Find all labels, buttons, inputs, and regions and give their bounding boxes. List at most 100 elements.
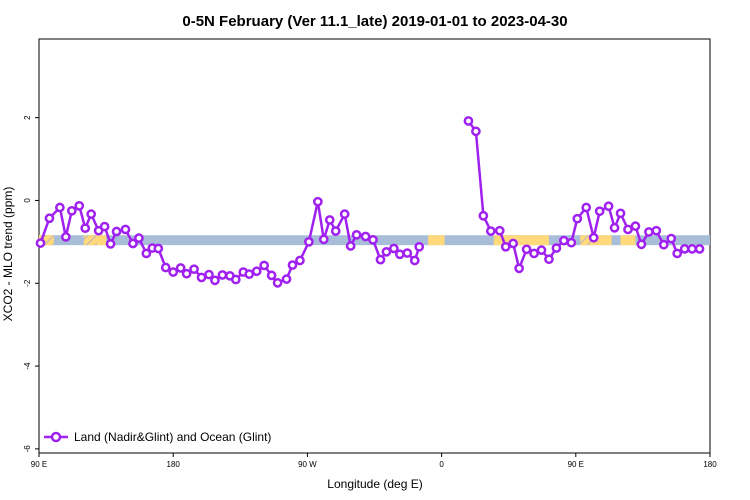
data-point-53 — [409, 255, 420, 266]
data-point-32 — [259, 260, 270, 271]
data-point-6 — [80, 223, 91, 234]
y-tick-label-1: 0 — [23, 198, 32, 203]
data-point-46 — [360, 231, 371, 242]
chart-title: 0-5N February (Ver 11.1_late) 2019-01-01… — [182, 13, 567, 30]
data-point-63 — [521, 244, 532, 255]
data-point-5 — [74, 200, 85, 211]
mixed-band-2 — [580, 235, 593, 246]
data-point-23 — [196, 272, 207, 283]
data-point-75 — [609, 222, 620, 233]
x-tick-label-2: 90 W — [298, 460, 317, 469]
data-point-30 — [244, 269, 255, 280]
x-tick-label-4: 90 E — [568, 460, 584, 469]
data-point-33 — [266, 270, 277, 281]
data-point-70 — [572, 213, 583, 224]
data-point-65 — [536, 245, 547, 255]
y-tick-label-2: -2 — [23, 279, 32, 287]
data-point-38 — [304, 237, 314, 247]
data-point-85 — [679, 244, 690, 254]
data-point-36 — [287, 260, 298, 270]
data-point-25 — [210, 275, 220, 286]
data-point-43 — [339, 209, 350, 219]
x-tick-label-0: 90 E — [31, 460, 47, 469]
data-point-37 — [295, 255, 305, 266]
x-tick-label-5: 180 — [703, 460, 717, 469]
data-point-60 — [500, 241, 511, 252]
data-point-78 — [630, 221, 641, 231]
land-band-2 — [428, 235, 445, 246]
data-point-69 — [566, 237, 577, 248]
data-point-82 — [658, 239, 669, 250]
data-point-54 — [414, 241, 425, 252]
data-point-58 — [485, 226, 496, 236]
x-axis-label: Longitude (deg E) — [327, 477, 422, 491]
data-point-48 — [375, 254, 386, 265]
data-point-84 — [672, 248, 683, 259]
data-point-51 — [394, 249, 405, 260]
data-point-26 — [217, 270, 228, 280]
data-point-7 — [86, 209, 97, 219]
y-axis-label: XCO2 - MLO trend (ppm) — [1, 187, 15, 322]
data-point-80 — [644, 227, 654, 237]
data-point-76 — [615, 208, 626, 219]
data-point-86 — [687, 244, 697, 254]
data-point-72 — [588, 232, 599, 243]
data-point-20 — [175, 263, 186, 273]
data-point-44 — [345, 241, 356, 251]
data-point-4 — [66, 205, 77, 216]
data-point-31 — [251, 266, 262, 277]
data-point-55 — [463, 116, 474, 126]
data-point-62 — [514, 263, 524, 274]
data-point-87 — [694, 244, 705, 254]
data-point-34 — [272, 277, 283, 288]
legend: Land (Nadir&Glint) and Ocean (Glint) — [44, 430, 271, 444]
data-point-42 — [330, 226, 341, 236]
data-point-17 — [153, 243, 164, 254]
y-tick-label-0: 2 — [23, 115, 32, 120]
data-point-66 — [544, 254, 554, 265]
data-point-61 — [508, 238, 519, 249]
land-band-4 — [590, 235, 612, 246]
legend-label: Land (Nadir&Glint) and Ocean (Glint) — [74, 430, 271, 444]
data-point-81 — [651, 225, 662, 236]
data-point-24 — [204, 269, 214, 280]
land-band-5 — [620, 235, 636, 246]
mixed-band-1 — [83, 235, 98, 246]
x-tick-label-1: 180 — [167, 460, 181, 469]
land-band-3 — [493, 235, 549, 246]
data-point-73 — [594, 206, 605, 217]
data-point-52 — [402, 248, 413, 258]
series-layer — [35, 116, 705, 288]
data-point-9 — [99, 221, 110, 232]
land-band-1 — [92, 235, 107, 246]
data-point-15 — [141, 248, 152, 259]
data-point-71 — [581, 202, 592, 213]
data-point-59 — [494, 225, 505, 236]
data-point-10 — [105, 239, 116, 249]
y-tick-label-4: -6 — [23, 445, 32, 453]
data-point-45 — [351, 229, 362, 240]
data-point-67 — [551, 243, 562, 253]
data-point-11 — [111, 226, 122, 237]
data-point-57 — [478, 210, 489, 221]
x-tick-label-3: 0 — [439, 460, 444, 469]
axis-ticks: 90 E 180 90 W 0 90 E 180 2 0 -2 -4 -6 — [23, 115, 717, 469]
data-point-49 — [381, 246, 392, 257]
data-point-50 — [389, 243, 399, 254]
data-point-19 — [168, 267, 179, 277]
data-point-3 — [60, 232, 71, 242]
data-point-77 — [623, 224, 633, 235]
data-point-22 — [189, 264, 199, 275]
data-point-40 — [318, 234, 329, 245]
data-point-18 — [160, 262, 171, 273]
data-point-21 — [181, 268, 192, 279]
data-point-35 — [281, 274, 292, 284]
data-point-1 — [44, 213, 55, 224]
data-point-68 — [559, 235, 569, 246]
y-tick-label-3: -4 — [23, 362, 32, 370]
data-point-0 — [35, 238, 46, 248]
data-point-2 — [55, 202, 65, 213]
data-point-13 — [128, 238, 138, 249]
data-point-14 — [134, 233, 144, 243]
legend-marker — [50, 431, 62, 443]
